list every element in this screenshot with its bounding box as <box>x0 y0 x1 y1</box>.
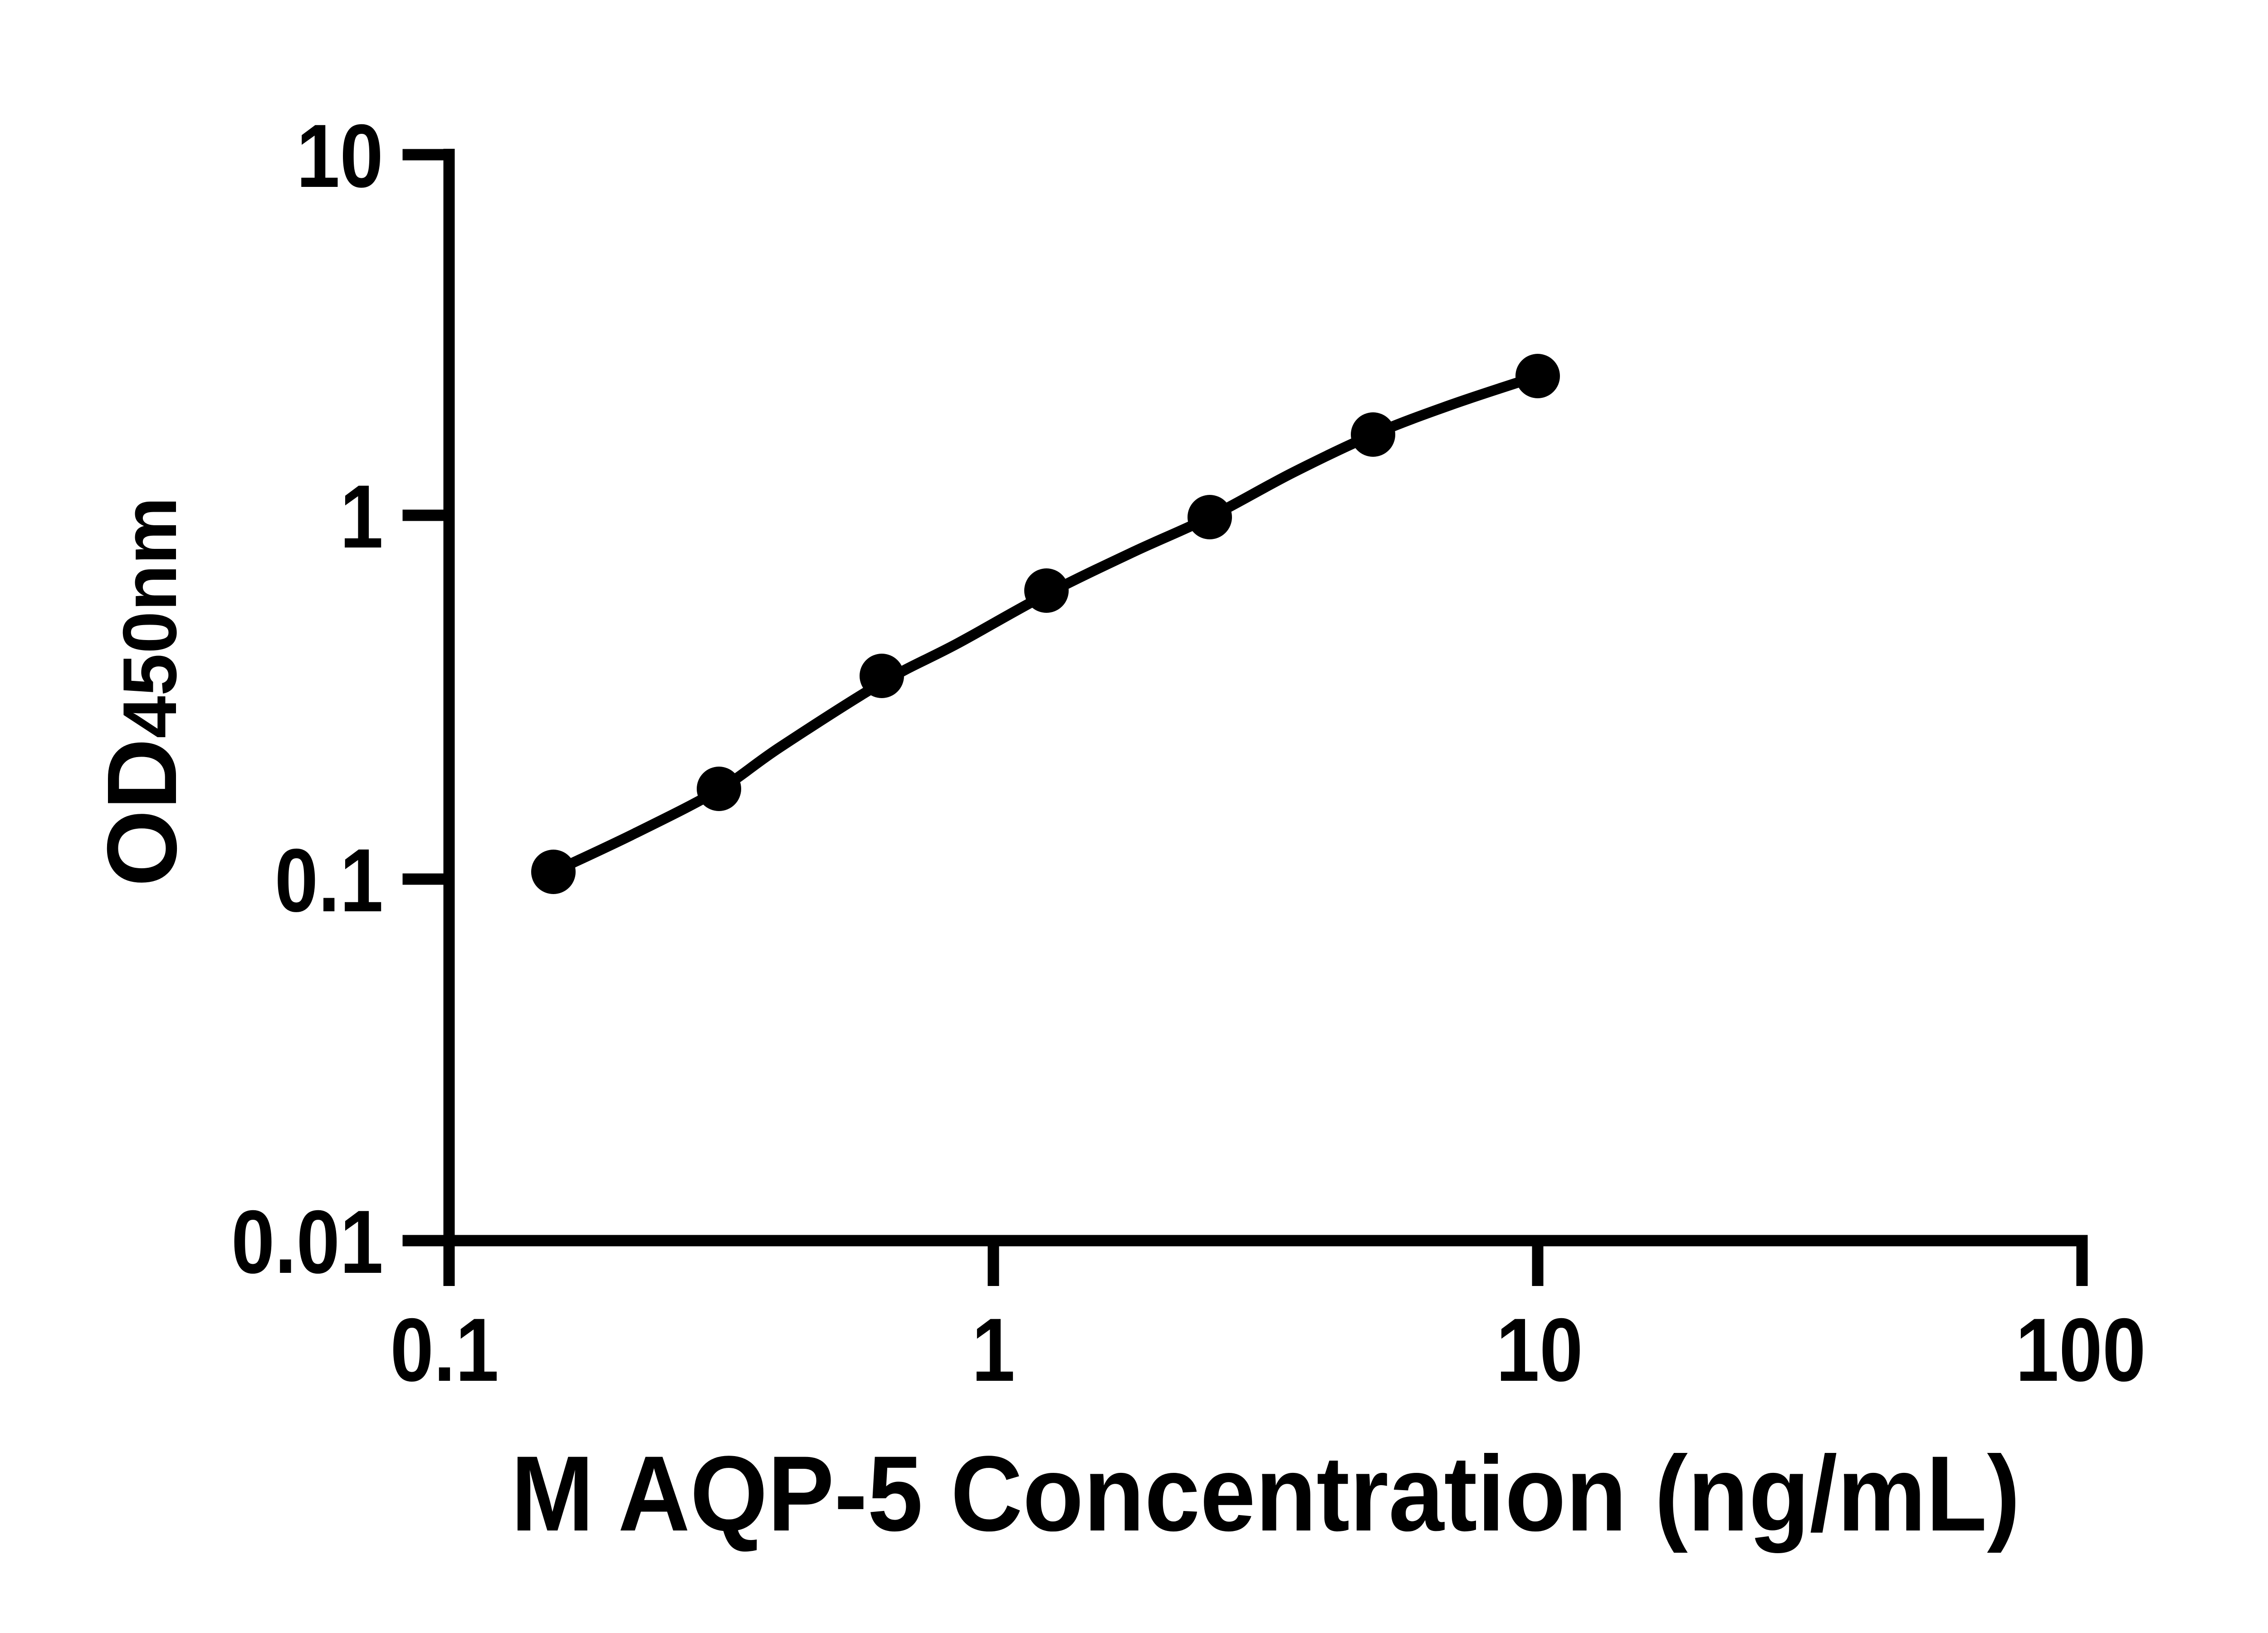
svg-text:OD450nm: OD450nm <box>87 497 197 886</box>
svg-text:10: 10 <box>296 106 383 206</box>
svg-text:100: 100 <box>2015 1300 2146 1400</box>
svg-text:10: 10 <box>1496 1300 1583 1400</box>
svg-text:M AQP-5 Concentration (ng/mL): M AQP-5 Concentration (ng/mL) <box>511 1434 2020 1554</box>
svg-text:0.01: 0.01 <box>231 1192 383 1292</box>
svg-text:0.1: 0.1 <box>275 831 383 931</box>
svg-text:1: 1 <box>972 1300 1015 1400</box>
svg-text:1: 1 <box>340 467 383 567</box>
svg-text:0.1: 0.1 <box>390 1300 499 1400</box>
